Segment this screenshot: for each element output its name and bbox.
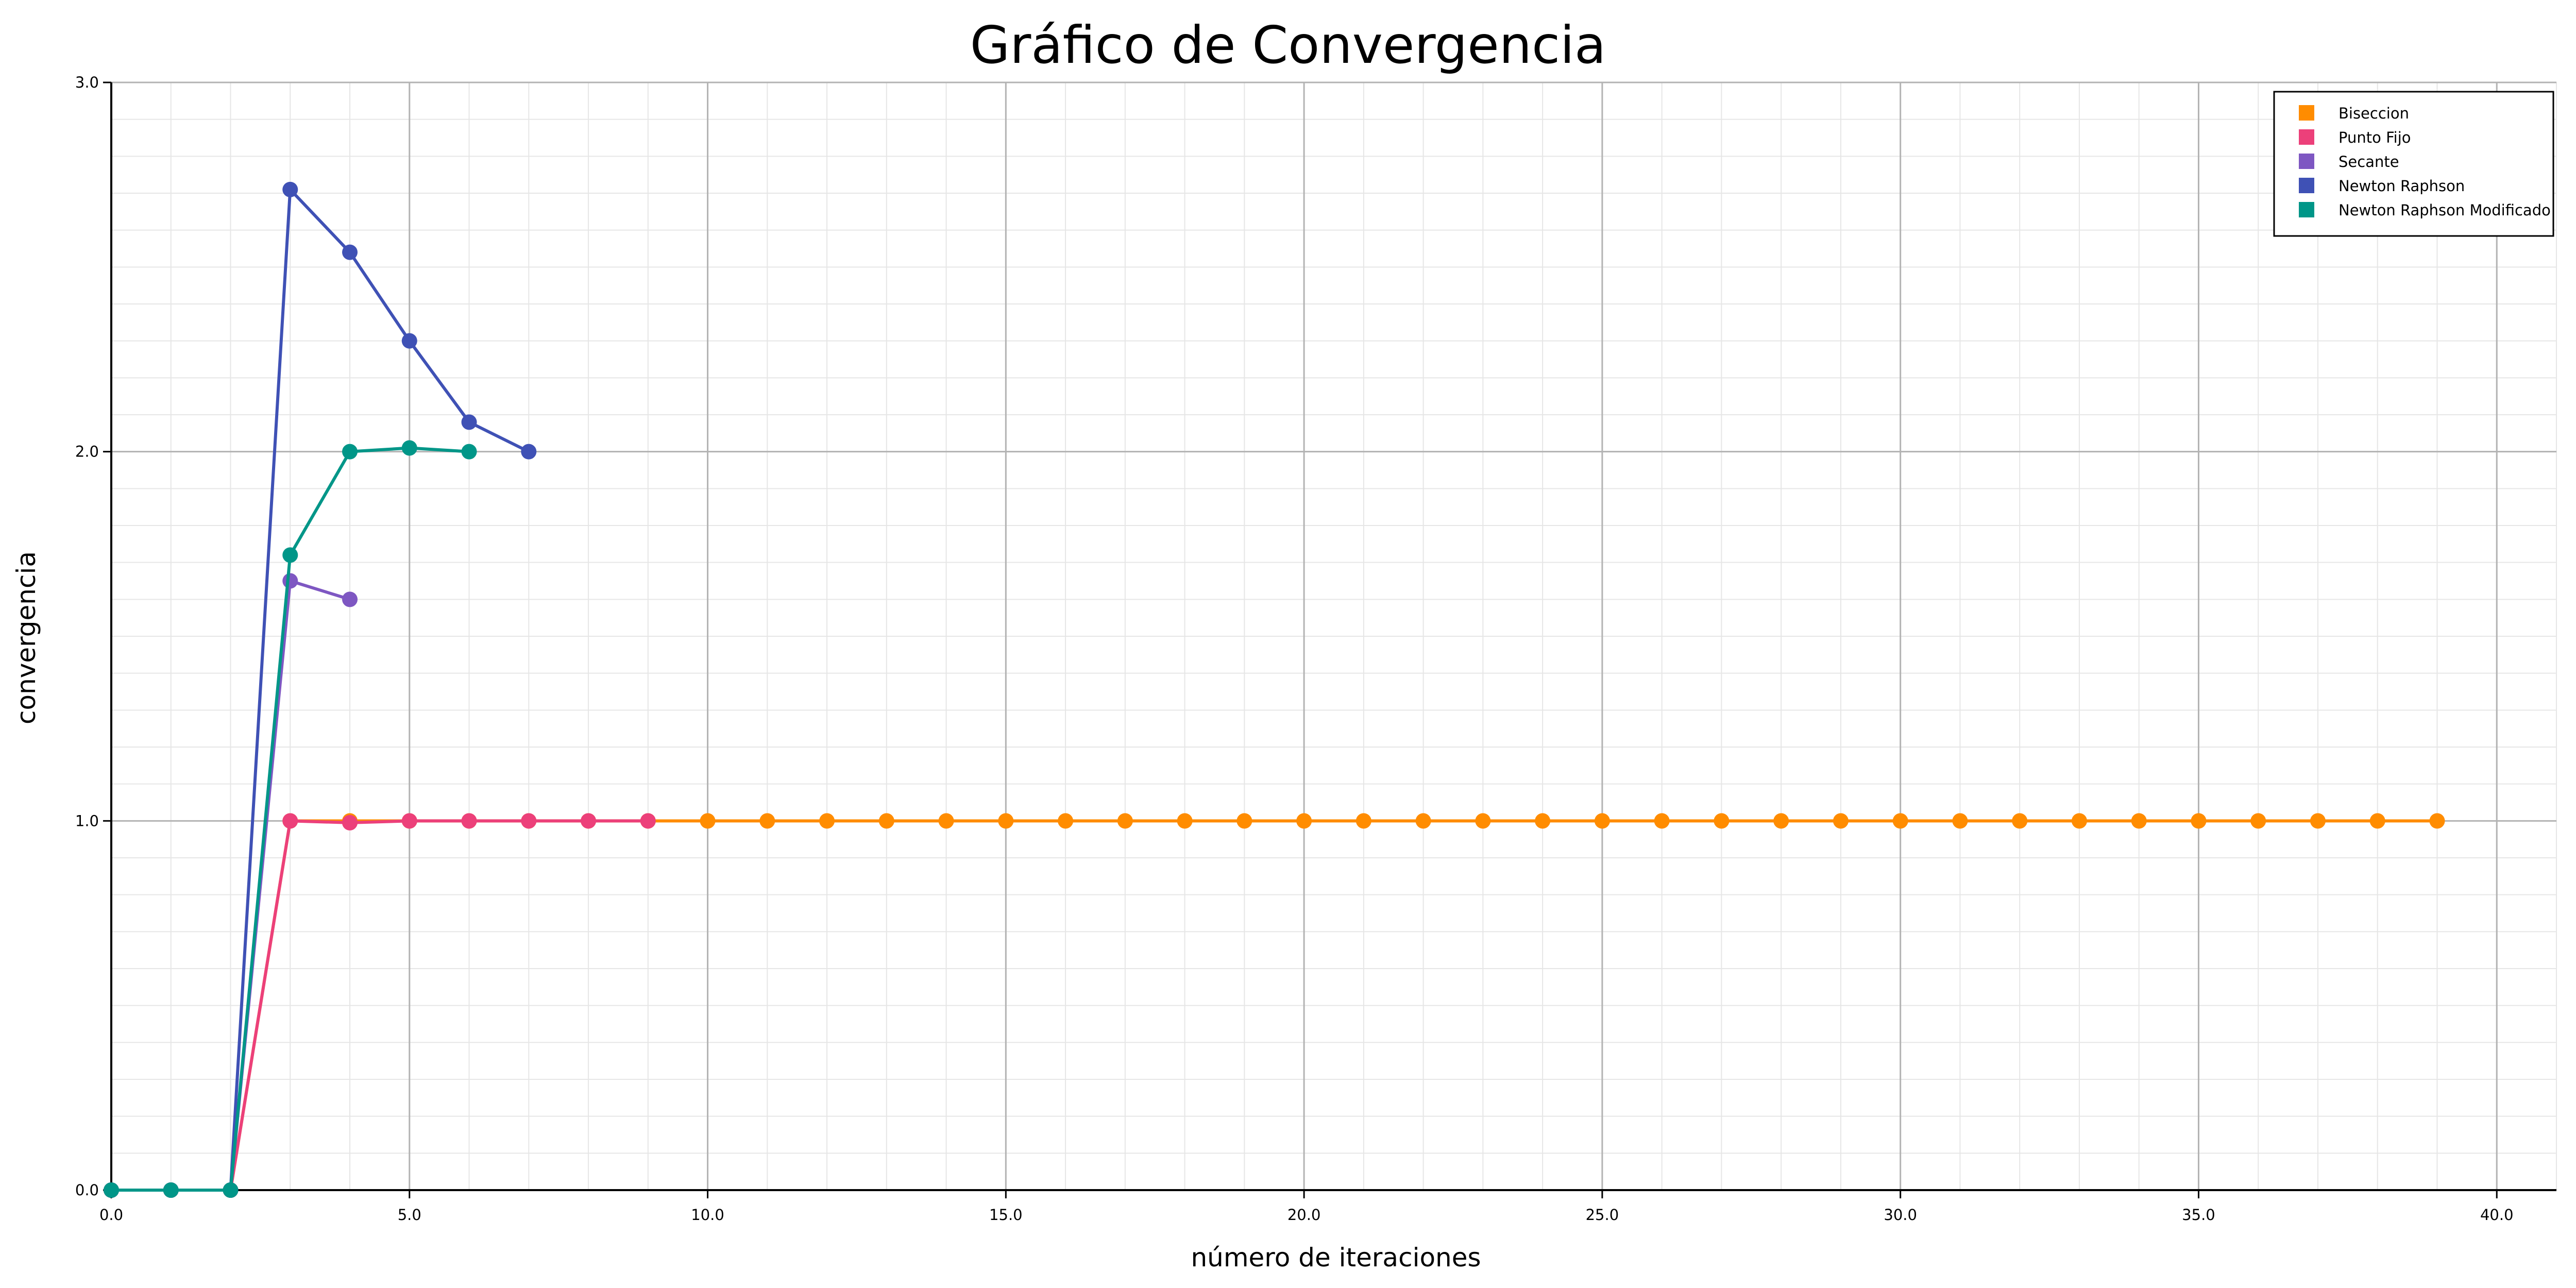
legend-label-newton-raphson-modificado: Newton Raphson Modificado [2338,201,2551,219]
x-tick-label: 0.0 [99,1206,123,1224]
x-tick-label: 5.0 [398,1206,421,1224]
data-point-newton-raphson [342,244,358,260]
legend-swatch-newton-raphson [2299,178,2314,193]
minor-grid [111,82,2557,1191]
data-point-newton-raphson-modificado [104,1182,119,1198]
data-point-punto-fijo [640,813,656,829]
x-tick-label: 15.0 [989,1206,1023,1224]
data-point-biseccion [819,813,835,829]
data-point-punto-fijo [461,813,477,829]
data-point-biseccion [1117,813,1133,829]
series-line-newton-raphson [111,188,530,1192]
x-tick-label: 10.0 [691,1206,724,1224]
data-point-punto-fijo [342,815,358,831]
data-point-newton-raphson-modificado [461,444,477,460]
legend-box [2273,91,2554,237]
x-tick-label: 40.0 [2480,1206,2514,1224]
data-point-secante [342,591,358,607]
data-point-punto-fijo [581,813,597,829]
data-point-biseccion [938,813,954,829]
chart-title: Gráfico de Convergencia [970,15,1606,75]
legend-swatch-newton-raphson-modificado [2299,202,2314,217]
series-group [104,181,2445,1198]
legend-label-newton-raphson: Newton Raphson [2338,177,2465,195]
data-point-biseccion [2250,813,2266,829]
data-point-newton-raphson-modificado [401,440,417,456]
y-axis-label: convergencia [11,551,41,724]
data-point-punto-fijo [401,813,417,829]
y-tick-label: 0.0 [75,1181,99,1199]
data-point-newton-raphson [521,444,537,460]
legend-swatch-secante [2299,154,2314,169]
data-point-newton-raphson-modificado [163,1182,179,1198]
series-newton-raphson [104,181,537,1198]
y-axis-ticks: 0.0 1.0 2.0 3.0 [75,74,111,1199]
data-point-biseccion [1535,813,1551,829]
x-tick-label: 30.0 [1884,1206,1917,1224]
data-point-biseccion [1714,813,1730,829]
data-point-newton-raphson [282,181,298,197]
series-newton-raphson-modificado [104,440,477,1198]
data-point-biseccion [700,813,716,829]
y-tick-label: 3.0 [75,74,99,91]
data-point-biseccion [1236,813,1252,829]
data-point-biseccion [1892,813,1908,829]
data-point-biseccion [1594,813,1610,829]
legend-swatch-biseccion [2299,105,2314,121]
x-axis-ticks: 0.0 5.0 10.0 15.0 20.0 25.0 30.0 35.0 40.0 [99,1190,2514,1224]
legend-label-punto-fijo: Punto Fijo [2338,129,2411,146]
data-point-newton-raphson-modificado [223,1182,239,1198]
data-point-punto-fijo [282,813,298,829]
y-tick-label: 1.0 [75,812,99,829]
y-tick-label: 2.0 [75,443,99,461]
data-point-biseccion [2012,813,2028,829]
data-point-biseccion [1296,813,1312,829]
x-tick-label: 35.0 [2182,1206,2215,1224]
data-point-biseccion [2310,813,2326,829]
legend-label-biseccion: Biseccion [2338,105,2409,122]
data-point-biseccion [1773,813,1789,829]
data-point-biseccion [2131,813,2147,829]
data-point-newton-raphson-modificado [342,444,358,460]
data-point-biseccion [1654,813,1670,829]
data-point-biseccion [1058,813,1074,829]
data-point-biseccion [1475,813,1491,829]
data-point-biseccion [2191,813,2207,829]
x-tick-label: 25.0 [1586,1206,1619,1224]
data-point-biseccion [1952,813,1968,829]
legend: Biseccion Punto Fijo Secante Newton Raphson… [2273,91,2554,237]
data-point-biseccion [2071,813,2087,829]
data-point-biseccion [1177,813,1193,829]
legend-label-secante: Secante [2338,153,2399,171]
axes [110,82,2556,1191]
data-point-biseccion [2429,813,2445,829]
data-point-biseccion [1415,813,1431,829]
data-point-secante [282,573,298,589]
data-point-biseccion [878,813,894,829]
data-point-newton-raphson [461,414,477,430]
data-point-biseccion [998,813,1014,829]
data-point-biseccion [759,813,775,829]
data-point-newton-raphson-modificado [282,547,298,563]
data-point-biseccion [2369,813,2385,829]
x-axis-label: número de iteraciones [1191,1243,1481,1273]
data-point-biseccion [1355,813,1371,829]
legend-swatch-punto-fijo [2299,129,2314,145]
data-point-newton-raphson [401,333,417,349]
data-point-punto-fijo [521,813,537,829]
x-tick-label: 20.0 [1287,1206,1321,1224]
data-point-biseccion [1833,813,1849,829]
